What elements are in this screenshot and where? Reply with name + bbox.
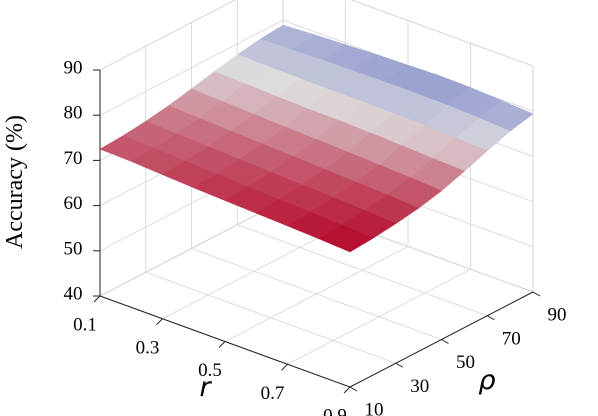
surface-patch (318, 224, 374, 253)
x-tick-mark (218, 341, 226, 348)
y-tick-mark (487, 315, 495, 321)
tick-labels: 40 50 60 70 80 90 0.1 0.3 0.5 0.7 0.9 10 30 50 70 90 (64, 58, 567, 416)
y-tick-mark (532, 291, 541, 297)
y-tick-mark (395, 362, 403, 368)
surface-mesh (99, 24, 534, 253)
floor-grid-line (237, 224, 488, 317)
z-tick-label: 50 (64, 238, 83, 259)
z-tick-label: 70 (64, 148, 83, 169)
y-tick-label: 50 (456, 352, 475, 373)
x-tick-mark (93, 295, 101, 303)
left-wall-grid-line (99, 200, 284, 297)
left-wall-grid-line (99, 0, 236, 71)
x-tick-label: 0.5 (198, 360, 222, 381)
back-wall-grid-line (350, 0, 534, 67)
z-axis-label: Accuracy (%) (2, 115, 28, 249)
floor-grid-line (191, 248, 442, 340)
x-tick-mark (156, 318, 163, 326)
x-tick-mark (281, 363, 288, 371)
z-tick-label: 40 (64, 284, 83, 305)
z-tick-label: 90 (64, 58, 83, 79)
x-tick-label: 0.9 (323, 406, 347, 416)
y-tick-mark (441, 339, 449, 344)
left-wall-grid-line (99, 19, 284, 116)
y-tick-mark (349, 386, 358, 392)
z-tick-label: 80 (64, 103, 83, 124)
x-tick-label: 0.7 (261, 383, 285, 404)
x-tick-label: 0.3 (136, 337, 160, 358)
x-axis-label: r (199, 372, 212, 403)
y-tick-label: 30 (410, 376, 429, 397)
floor-grid-line (145, 271, 396, 364)
y-axis-label: ρ (478, 365, 495, 396)
y-tick-label: 10 (365, 400, 384, 416)
axis-lines (93, 69, 541, 394)
y-tick-label: 70 (502, 328, 521, 349)
x-tick-mark (343, 386, 351, 394)
y-tick-label: 90 (548, 305, 567, 326)
z-tick-label: 60 (64, 193, 83, 214)
x-tick-label: 0.1 (73, 315, 97, 336)
